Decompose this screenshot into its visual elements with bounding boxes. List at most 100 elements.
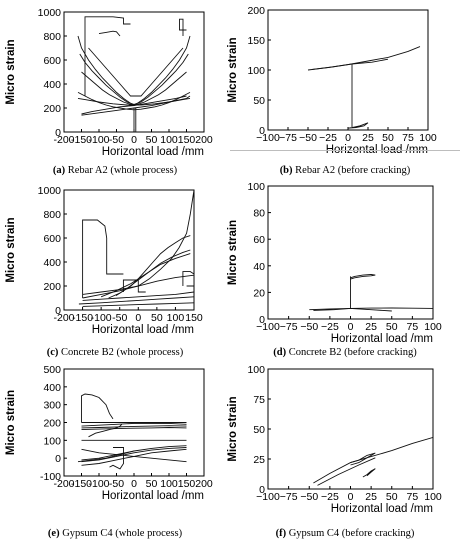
- chart-c: -200-150-100 -50 0 50 100 150 0 200 400 600 800 100…: [5, 185, 203, 336]
- chart-f: −100 −75 −50 −25 0 25 50 75 1000255075100Horizon…: [227, 364, 442, 515]
- y-tick-label: 0: [259, 484, 265, 496]
- x-axis-label: Horizontal load /mm: [102, 146, 204, 158]
- x-axis-label: Horizontal load /mm: [92, 324, 194, 336]
- x-tick-label: −50: [300, 321, 318, 333]
- y-tick-label: 500: [43, 364, 61, 376]
- x-tick-label: −50: [300, 491, 318, 503]
- caption-text: Concrete B2 (whole process): [58, 347, 184, 358]
- series-line-2: [350, 452, 376, 466]
- y-tick-label: 400: [43, 79, 61, 91]
- caption-letter: (d): [273, 347, 287, 358]
- x-tick-label: 50: [386, 321, 398, 333]
- y-tick-label: 1000: [38, 185, 62, 197]
- x-tick-label: 50: [151, 312, 163, 324]
- y-tick-label: 400: [43, 257, 61, 269]
- y-tick-label: 40: [253, 261, 265, 273]
- y-tick-label: 0: [55, 453, 61, 465]
- series-line-12: [77, 450, 135, 463]
- y-tick-label: 600: [43, 55, 61, 67]
- x-tick-label: −75: [280, 491, 298, 503]
- series-line-3: [82, 302, 194, 307]
- x-tick-label: -200: [53, 478, 74, 490]
- series-line-6: [115, 249, 191, 296]
- caption-letter: (c): [46, 347, 59, 358]
- x-tick-label: 0: [348, 491, 354, 503]
- x-tick-label: 75: [402, 132, 414, 144]
- series-line-3: [350, 273, 376, 280]
- y-tick-label: 50: [253, 95, 265, 107]
- x-tick-label: 0: [131, 478, 137, 490]
- panel-divider: [230, 150, 460, 151]
- plot-frame: [267, 9, 429, 131]
- series-line-8: [179, 18, 187, 36]
- x-tick-label: 0: [131, 134, 137, 146]
- chart-a: -200-150-100 -50 0 50 100 150 2000200400600800…: [5, 7, 213, 158]
- y-tick-label: 1000: [38, 7, 62, 19]
- series-line-0: [77, 35, 191, 107]
- series-line-1: [82, 291, 194, 301]
- y-tick-label: 100: [247, 65, 265, 77]
- caption-text: Gypsum C4 (before cracking): [286, 528, 415, 539]
- series-line-1: [311, 58, 389, 70]
- x-tick-label: 100: [419, 132, 437, 144]
- series-line-6: [84, 16, 131, 96]
- x-tick-label: 100: [167, 312, 185, 324]
- x-tick-label: -50: [109, 478, 124, 490]
- x-tick-label: -50: [109, 134, 124, 146]
- y-tick-label: 100: [247, 181, 265, 193]
- x-axis-label: Horizontal load /mm: [331, 503, 433, 515]
- caption-text: Gypsum C4 (whole process): [59, 528, 183, 539]
- x-tick-label: −75: [279, 132, 297, 144]
- series-line-3: [81, 425, 187, 429]
- series-line-3: [362, 468, 376, 478]
- x-tick-label: -150: [71, 134, 92, 146]
- x-tick-label: 75: [407, 321, 419, 333]
- caption-text: Rebar A2 (before cracking): [292, 165, 411, 176]
- series-line-10: [109, 447, 124, 470]
- x-tick-label: 25: [365, 491, 377, 503]
- x-tick-label: 50: [386, 491, 398, 503]
- y-tick-label: 200: [43, 418, 61, 430]
- y-tick-label: 60: [253, 234, 265, 246]
- y-tick-label: 0: [259, 314, 265, 326]
- series-line-10: [77, 97, 191, 106]
- x-tick-label: 150: [178, 478, 196, 490]
- series-line-0: [81, 393, 114, 423]
- y-axis-label: Micro strain: [227, 220, 239, 285]
- y-tick-label: 150: [247, 35, 265, 47]
- series-line-4: [81, 95, 191, 116]
- y-axis-label: Micro strain: [5, 390, 17, 455]
- x-tick-label: −25: [319, 132, 337, 144]
- caption-e: (e) Gypsum C4 (whole process): [0, 528, 230, 539]
- y-tick-label: 0: [55, 305, 61, 317]
- y-tick-label: 300: [43, 400, 61, 412]
- series-line-9: [133, 107, 137, 132]
- x-tick-label: -200: [53, 312, 74, 324]
- series-line-8: [122, 279, 146, 293]
- x-axis-label: Horizontal load /mm: [102, 490, 204, 502]
- chart-b: −100 −75 −50 −25 0 25 50 75 100050100150200Horiz…: [227, 5, 437, 156]
- caption-f: (f) Gypsum C4 (before cracking): [230, 528, 460, 539]
- x-tick-label: -150: [72, 312, 93, 324]
- y-tick-label: 800: [43, 31, 61, 43]
- x-axis-label: Horizontal load /mm: [331, 333, 433, 345]
- y-tick-label: 100: [43, 435, 61, 447]
- series-line-7: [81, 447, 187, 463]
- y-tick-label: 600: [43, 233, 61, 245]
- series-line-0: [313, 436, 433, 484]
- x-tick-label: 200: [195, 478, 213, 490]
- series-line-3: [347, 122, 369, 129]
- x-tick-label: -50: [112, 312, 127, 324]
- x-tick-label: 100: [424, 491, 442, 503]
- series-line-7: [98, 30, 121, 37]
- plot-frame: [63, 189, 195, 311]
- caption-a: (a) Rebar A2 (whole process): [0, 165, 230, 176]
- series-line-7: [100, 253, 191, 298]
- x-tick-label: -200: [53, 134, 74, 146]
- x-tick-label: 0: [345, 132, 351, 144]
- caption-letter: (f): [275, 528, 287, 539]
- x-tick-label: 25: [365, 321, 377, 333]
- series-line-8: [81, 448, 187, 466]
- x-tick-label: -150: [71, 478, 92, 490]
